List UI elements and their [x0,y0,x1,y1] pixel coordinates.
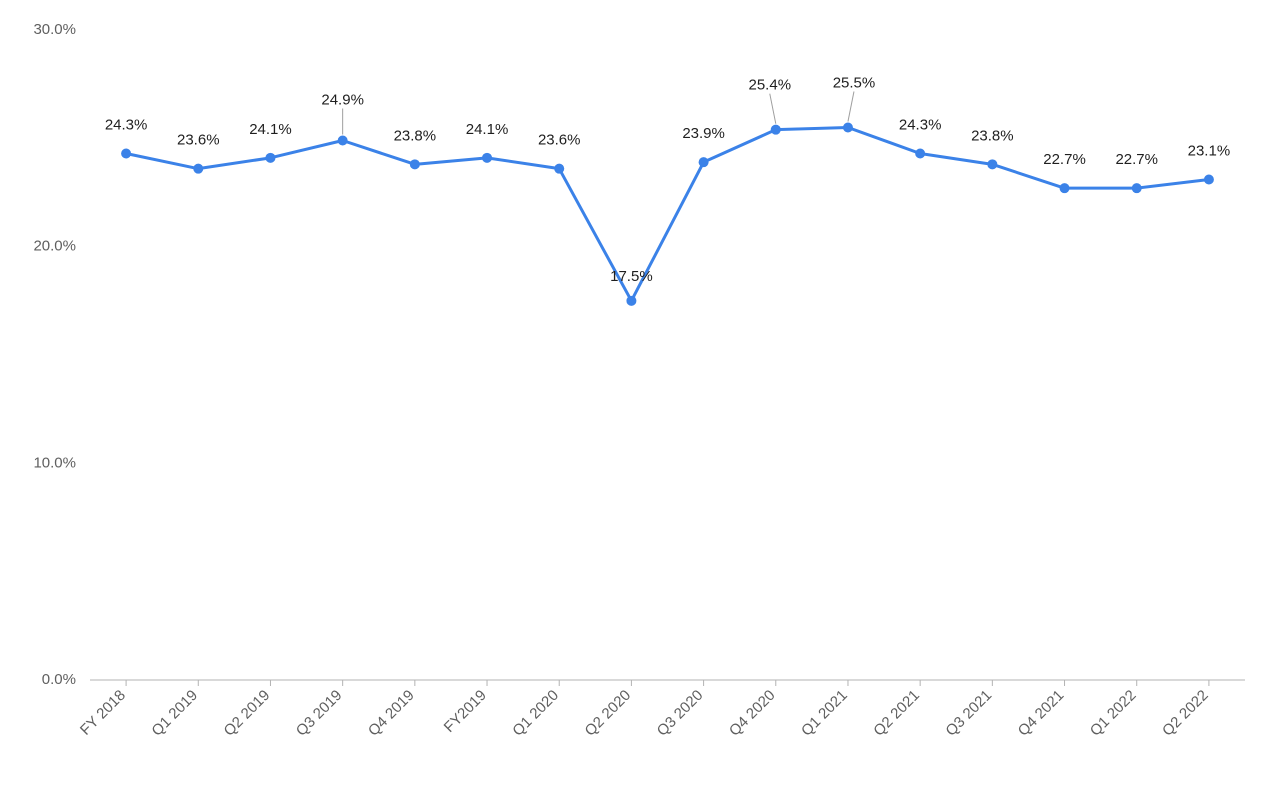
y-tick-label: 30.0% [33,21,76,38]
label-leader-line [848,92,854,122]
y-tick-label: 0.0% [42,671,76,688]
data-label: 23.1% [1188,143,1231,160]
data-point [915,149,925,159]
data-label: 24.3% [899,117,942,134]
x-tick-label: Q2 2021 [870,687,923,740]
data-label: 25.4% [749,77,792,94]
data-label: 22.7% [1115,151,1158,168]
data-point [1132,183,1142,193]
x-tick-label: Q4 2020 [726,687,779,740]
data-label: 22.7% [1043,151,1086,168]
data-label: 23.6% [538,132,581,149]
x-tick-label: Q2 2019 [221,687,274,740]
x-tick-label: Q4 2021 [1015,687,1068,740]
data-label: 24.1% [249,121,292,138]
data-point [338,136,348,146]
data-label: 24.9% [321,92,364,109]
data-point [771,125,781,135]
data-point [987,159,997,169]
data-label: 24.1% [466,121,509,138]
data-point [1204,175,1214,185]
x-tick-label: Q2 2020 [582,687,635,740]
x-tick-label: Q1 2021 [798,687,851,740]
y-tick-label: 20.0% [33,238,76,255]
x-tick-label: Q3 2019 [293,687,346,740]
x-tick-label: FY 2018 [77,687,129,739]
data-label: 24.3% [105,117,148,134]
x-tick-label: Q4 2019 [365,687,418,740]
data-label: 23.8% [971,127,1014,144]
line-chart: 0.0% 10.0% 20.0% 30.0% FY 2018 Q1 2019 Q2 2019… [0,0,1280,792]
data-point [482,153,492,163]
data-point [265,153,275,163]
chart-svg: 0.0% 10.0% 20.0% 30.0% FY 2018 Q1 2019 Q2 2019… [0,0,1280,792]
data-point [193,164,203,174]
data-label: 23.9% [682,125,725,142]
data-point [554,164,564,174]
x-tick-label: Q1 2019 [148,687,201,740]
data-label: 23.6% [177,132,220,149]
y-tick-label: 10.0% [33,454,76,471]
data-point [626,296,636,306]
data-label: 25.5% [833,75,876,92]
data-point [121,149,131,159]
x-tick-label: Q3 2020 [654,687,707,740]
x-tick-label: Q1 2022 [1087,687,1140,740]
data-label: 17.5% [610,268,653,285]
x-tick-label: Q2 2022 [1159,687,1212,740]
data-point [843,123,853,133]
label-leader-line [770,94,776,124]
x-tick-label: FY2019 [441,687,490,736]
data-point [410,159,420,169]
data-point [699,157,709,167]
data-point [1060,183,1070,193]
x-tick-label: Q3 2021 [942,687,995,740]
data-label: 23.8% [394,127,437,144]
x-tick-label: Q1 2020 [509,687,562,740]
